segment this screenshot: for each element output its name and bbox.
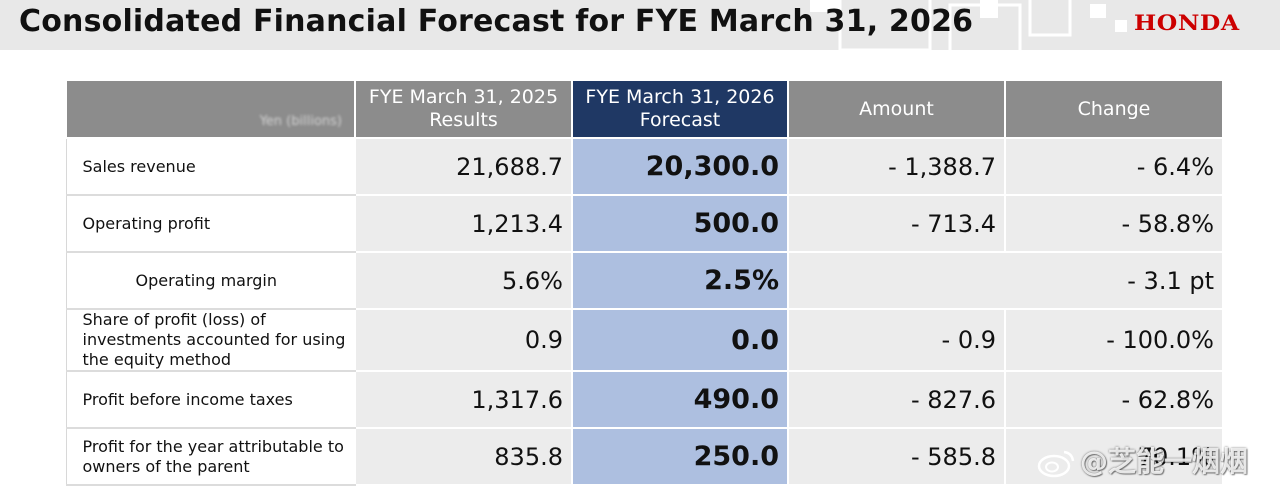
change-value: - 70.1% <box>1004 427 1224 486</box>
table-header-row: Yen (billions) FYE March 31, 2025 Results… <box>65 79 1224 139</box>
amount-value: - 585.8 <box>787 427 1006 486</box>
page-title: Consolidated Financial Forecast for FYE … <box>19 4 974 39</box>
results-value: 1,213.4 <box>354 194 573 253</box>
forecast-value: 20,300.0 <box>571 137 789 196</box>
forecast-value: 490.0 <box>571 370 789 429</box>
header-pattern <box>810 0 1127 50</box>
weibo-watermark: @芝能一烟烟 <box>1036 440 1248 480</box>
table-row: Sales revenue 21,688.7 20,300.0 - 1,388.… <box>65 137 1224 196</box>
col-header-change: Change <box>1004 79 1224 139</box>
weibo-icon <box>1037 450 1075 478</box>
forecast-table: Yen (billions) FYE March 31, 2025 Results… <box>65 79 1224 486</box>
table-row: Share of profit (loss) of investments ac… <box>65 308 1224 372</box>
change-value: - 100.0% <box>1004 308 1224 372</box>
row-label: Profit for the year attributable to owne… <box>65 427 356 486</box>
watermark-text: @芝能一烟烟 <box>1080 445 1249 478</box>
unit-label: Yen (billions) <box>259 114 342 129</box>
row-label: Profit before income taxes <box>65 370 356 429</box>
results-value: 1,317.6 <box>354 370 573 429</box>
amount-value: - 713.4 <box>787 194 1006 253</box>
results-value: 835.8 <box>354 427 573 486</box>
forecast-value: 250.0 <box>571 427 789 486</box>
results-value: 21,688.7 <box>354 137 573 196</box>
change-value: - 6.4% <box>1004 137 1224 196</box>
table-row: Profit for the year attributable to owne… <box>65 427 1224 486</box>
forecast-value: 2.5% <box>571 251 789 310</box>
forecast-value: 0.0 <box>571 308 789 372</box>
row-label: Share of profit (loss) of investments ac… <box>65 308 356 372</box>
col-header-forecast: FYE March 31, 2026 Forecast <box>571 79 789 139</box>
title-bar: Consolidated Financial Forecast for FYE … <box>0 0 1280 50</box>
amount-value: - 1,388.7 <box>787 137 1006 196</box>
row-label: Operating profit <box>65 194 356 253</box>
row-label: Operating margin <box>65 251 356 310</box>
change-value: - 58.8% <box>1004 194 1224 253</box>
change-value: - 3.1 pt <box>787 251 1224 310</box>
results-value: 5.6% <box>354 251 573 310</box>
unit-header-cell: Yen (billions) <box>65 79 356 139</box>
row-label: Sales revenue <box>65 137 356 196</box>
table-row: Profit before income taxes 1,317.6 490.0… <box>65 370 1224 429</box>
col-header-results: FYE March 31, 2025 Results <box>354 79 573 139</box>
results-value: 0.9 <box>354 308 573 372</box>
change-value: - 62.8% <box>1004 370 1224 429</box>
amount-value: - 827.6 <box>787 370 1006 429</box>
amount-value: - 0.9 <box>787 308 1006 372</box>
col-header-amount: Amount <box>787 79 1006 139</box>
table-row: Operating margin 5.6% 2.5% - 3.1 pt <box>65 251 1224 310</box>
forecast-value: 500.0 <box>571 194 789 253</box>
honda-logo: HONDA <box>1134 10 1240 35</box>
table-row: Operating profit 1,213.4 500.0 - 713.4 -… <box>65 194 1224 253</box>
